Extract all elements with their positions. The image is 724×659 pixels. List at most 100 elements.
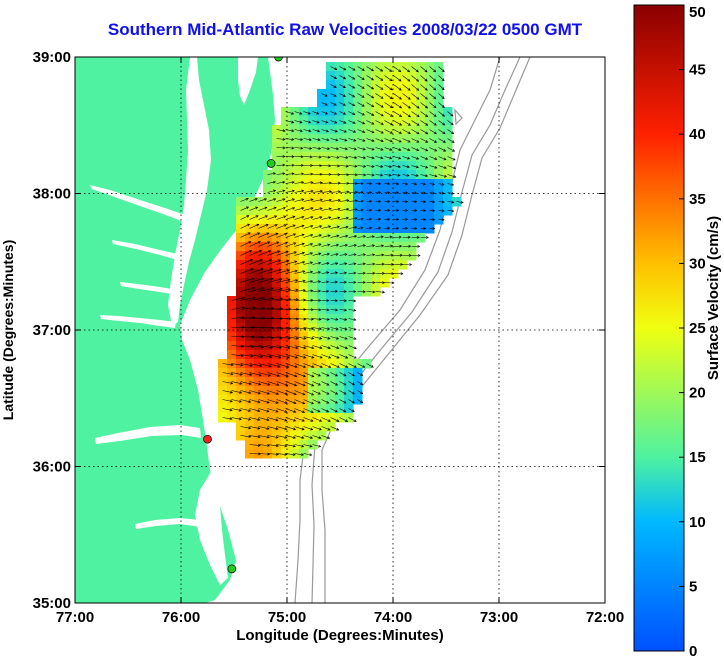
current-arrow	[240, 215, 250, 220]
current-arrow-head	[336, 234, 340, 238]
current-arrow	[411, 111, 420, 118]
current-arrow-head	[345, 365, 349, 368]
current-arrow	[321, 399, 329, 404]
current-arrow-head	[353, 346, 357, 350]
current-arrow-head	[441, 96, 445, 99]
current-arrow	[429, 66, 436, 73]
current-arrow	[303, 290, 313, 292]
current-arrow	[276, 354, 290, 358]
current-arrow	[339, 408, 346, 413]
current-arrow	[357, 165, 366, 167]
current-arrow-head	[317, 409, 321, 413]
current-arrow	[222, 381, 233, 384]
current-arrow	[375, 291, 385, 293]
current-arrow-head	[284, 401, 288, 404]
current-arrow-head	[275, 444, 279, 448]
current-arrow-head	[380, 165, 384, 168]
current-arrow	[240, 372, 252, 376]
current-arrow	[267, 241, 279, 247]
current-arrow	[267, 233, 279, 238]
current-arrow-head	[258, 452, 262, 456]
current-arrow	[240, 426, 251, 429]
current-arrow	[384, 254, 394, 256]
current-arrow	[303, 225, 313, 229]
x-tick-label: 75:00	[268, 609, 306, 626]
current-arrow	[294, 111, 302, 115]
current-arrow-head	[450, 113, 454, 117]
current-arrow	[240, 336, 255, 338]
current-arrow	[321, 147, 330, 150]
current-arrow	[321, 102, 328, 106]
current-arrow	[312, 147, 321, 150]
current-arrow	[339, 208, 349, 211]
current-arrow	[294, 327, 306, 330]
current-arrow-head	[291, 189, 295, 193]
current-arrow-head	[287, 336, 291, 340]
current-arrow	[420, 129, 428, 135]
current-arrow-head	[351, 382, 355, 386]
current-arrow	[438, 129, 446, 135]
velocity-cell	[245, 197, 255, 207]
current-arrow-head	[245, 206, 250, 210]
current-arrow	[375, 156, 383, 159]
current-arrow-head	[258, 373, 262, 377]
current-arrow-head	[362, 271, 366, 275]
current-arrow	[330, 372, 338, 377]
current-arrow-head	[249, 258, 254, 262]
current-arrow	[411, 93, 420, 100]
current-arrow-head	[372, 271, 376, 275]
velocity-cell	[245, 206, 255, 216]
current-arrow-head	[387, 226, 391, 230]
current-arrow-head	[263, 198, 268, 201]
current-arrow	[294, 147, 303, 149]
current-arrow-head	[442, 131, 446, 135]
current-arrow-head	[327, 243, 331, 247]
current-arrow	[231, 307, 245, 310]
current-arrow	[339, 120, 347, 124]
current-arrow	[348, 381, 355, 386]
current-arrow	[339, 66, 346, 71]
current-arrow-head	[294, 374, 298, 378]
current-arrow-head	[291, 155, 295, 159]
current-arrow-head	[301, 251, 305, 255]
current-arrow-head	[372, 281, 376, 285]
current-arrow-head	[303, 346, 307, 350]
current-arrow-head	[451, 209, 455, 213]
current-arrow	[312, 156, 322, 158]
current-arrow-head	[291, 180, 295, 184]
current-arrow-head	[292, 215, 296, 219]
current-arrow	[267, 417, 279, 421]
current-arrow-head	[354, 225, 358, 229]
current-arrow-head	[434, 140, 438, 143]
current-arrow	[312, 138, 321, 141]
current-arrow	[240, 363, 253, 367]
velocity-cell	[281, 233, 291, 243]
current-arrow-head	[293, 401, 297, 405]
current-arrow	[267, 288, 283, 292]
velocity-cell	[263, 224, 273, 234]
current-arrow	[285, 242, 296, 247]
velocity-cell	[281, 251, 291, 261]
current-arrow-head	[417, 254, 421, 258]
velocity-cell	[236, 251, 246, 261]
velocity-cell	[299, 242, 309, 252]
current-arrow-head	[277, 259, 281, 263]
current-arrow	[339, 345, 348, 349]
current-arrow-head	[327, 234, 331, 238]
current-arrow-head	[275, 400, 279, 404]
current-arrow-head	[261, 287, 265, 290]
radar-station-marker	[227, 564, 237, 574]
current-arrow-head	[278, 355, 282, 359]
current-arrow-head	[318, 327, 323, 331]
current-arrow-head	[255, 206, 259, 210]
current-arrow-head	[275, 435, 279, 439]
current-arrow	[312, 435, 322, 439]
current-arrow-head	[432, 227, 436, 231]
current-arrow-head	[268, 250, 272, 253]
current-arrow	[312, 399, 321, 404]
current-arrow-head	[336, 346, 340, 350]
current-arrow-head	[264, 215, 268, 219]
current-arrow	[294, 381, 306, 386]
current-arrow-head	[249, 363, 253, 367]
